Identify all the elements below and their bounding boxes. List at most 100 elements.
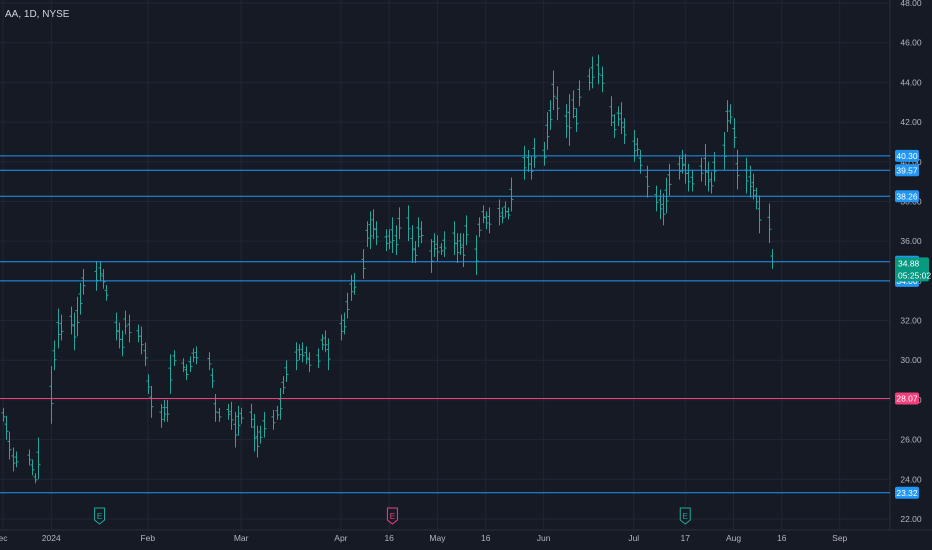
earnings-marker[interactable]: E bbox=[94, 507, 106, 525]
ohlc-bar bbox=[619, 102, 624, 134]
ohlc-bar bbox=[72, 312, 77, 351]
ohlc-bar bbox=[699, 157, 704, 182]
ohlc-bar bbox=[271, 409, 276, 430]
ohlc-bar bbox=[455, 233, 460, 263]
ohlc-bar bbox=[506, 207, 511, 220]
ohlc-bar bbox=[419, 221, 424, 244]
ohlc-bar bbox=[632, 130, 637, 162]
x-tick-label: Feb bbox=[140, 533, 155, 543]
ohlc-bar bbox=[14, 451, 19, 468]
ohlc-bar bbox=[410, 225, 415, 263]
ohlc-bar bbox=[307, 352, 312, 373]
ohlc-bar bbox=[497, 199, 502, 226]
ohlc-bar bbox=[635, 137, 640, 156]
ohlc-bar bbox=[188, 356, 193, 373]
ohlc-bar bbox=[146, 374, 151, 394]
x-tick-label: Sep bbox=[832, 533, 847, 543]
ohlc-bar bbox=[712, 151, 717, 182]
ohlc-bar bbox=[487, 207, 492, 234]
ohlc-bar bbox=[255, 425, 260, 458]
ohlc-bar bbox=[181, 358, 186, 373]
ohlc-bar bbox=[281, 376, 286, 394]
ohlc-bar bbox=[416, 217, 421, 248]
ohlc-bar bbox=[49, 366, 54, 424]
x-tick-label: 16 bbox=[384, 533, 394, 543]
y-tick-label: 42.00 bbox=[900, 117, 922, 127]
ohlc-bar bbox=[365, 221, 370, 248]
ohlc-bar bbox=[304, 346, 309, 365]
ohlc-bar bbox=[703, 143, 708, 186]
level-label: 40.30 bbox=[896, 151, 918, 161]
ohlc-bar bbox=[596, 54, 601, 85]
ohlc-bar bbox=[728, 104, 733, 125]
ohlc-bar bbox=[284, 360, 289, 383]
y-tick-label: 36.00 bbox=[900, 236, 922, 246]
ohlc-bar bbox=[371, 209, 376, 240]
ohlc-bar bbox=[297, 344, 302, 361]
y-tick-label: 32.00 bbox=[900, 316, 922, 326]
ohlc-bar bbox=[349, 274, 354, 301]
earnings-marker-symbol: E bbox=[683, 512, 688, 521]
x-tick-label: Jun bbox=[537, 533, 551, 543]
x-tick-label: Aug bbox=[726, 533, 741, 543]
ohlc-bar bbox=[33, 473, 38, 484]
ohlc-bar bbox=[162, 399, 167, 422]
ohlc-bar bbox=[258, 425, 263, 444]
ohlc-bar bbox=[587, 68, 592, 91]
ohlc-bar bbox=[278, 388, 283, 420]
ohlc-bar bbox=[233, 411, 238, 448]
ohlc-bar bbox=[52, 340, 57, 371]
ohlc-bar bbox=[571, 90, 576, 119]
ohlc-bar bbox=[725, 100, 730, 132]
ohlc-bar bbox=[677, 155, 682, 180]
ohlc-bar bbox=[368, 211, 373, 250]
x-tick-label: Mar bbox=[234, 533, 249, 543]
level-label-bg bbox=[895, 486, 919, 499]
ohlc-bar bbox=[567, 94, 572, 146]
ohlc-bar bbox=[522, 145, 527, 180]
earnings-marker-shape bbox=[94, 507, 106, 525]
y-tick-label: 46.00 bbox=[900, 38, 922, 48]
level-label: 23.32 bbox=[896, 488, 918, 498]
ohlc-bar bbox=[98, 261, 103, 281]
ohlc-bar bbox=[429, 239, 434, 273]
earnings-marker[interactable]: E bbox=[386, 507, 398, 525]
earnings-marker[interactable]: E bbox=[679, 507, 691, 525]
horizontal-levels[interactable] bbox=[0, 155, 890, 494]
ohlc-bar bbox=[638, 149, 643, 174]
ohlc-bar bbox=[165, 399, 170, 422]
ohlc-bar bbox=[342, 312, 347, 335]
ohlc-bar bbox=[252, 413, 257, 452]
ohlc-bar bbox=[751, 173, 756, 200]
ohlc-bar bbox=[661, 193, 666, 226]
ohlc-bar bbox=[139, 326, 144, 355]
ohlc-bar bbox=[645, 165, 650, 198]
ohlc-bar bbox=[439, 243, 444, 256]
ohlc-bar bbox=[104, 284, 109, 301]
ohlc-bar bbox=[172, 350, 177, 367]
earnings-marker-shape bbox=[386, 507, 398, 525]
ohlc-bar bbox=[123, 310, 128, 335]
last-price-label: 34.88 bbox=[898, 258, 920, 268]
ohlc-bar bbox=[464, 215, 469, 246]
ohlc-bar bbox=[686, 163, 691, 192]
ohlc-bar bbox=[101, 268, 106, 289]
ohlc-bar bbox=[7, 431, 12, 460]
ohlc-bar bbox=[384, 229, 389, 252]
ohlc-bar bbox=[612, 114, 617, 138]
ohlc-bar bbox=[748, 165, 753, 198]
ohlc-bar bbox=[397, 207, 402, 240]
ohlc-bar bbox=[387, 229, 392, 250]
ohlc-bar bbox=[754, 187, 759, 210]
ohlc-bar bbox=[59, 314, 64, 341]
x-tick-label: 2024 bbox=[42, 533, 61, 543]
last-price-badge bbox=[895, 257, 929, 282]
ohlc-bar bbox=[316, 348, 321, 369]
ohlc-bar bbox=[143, 342, 148, 367]
time-axis[interactable]: ec 2024 Feb Mar Apr 16 May 16 Jun Jul 17 Aug 16 Sep bbox=[0, 533, 848, 543]
ohlc-bar bbox=[361, 249, 366, 279]
ohlc-bar bbox=[667, 163, 672, 196]
